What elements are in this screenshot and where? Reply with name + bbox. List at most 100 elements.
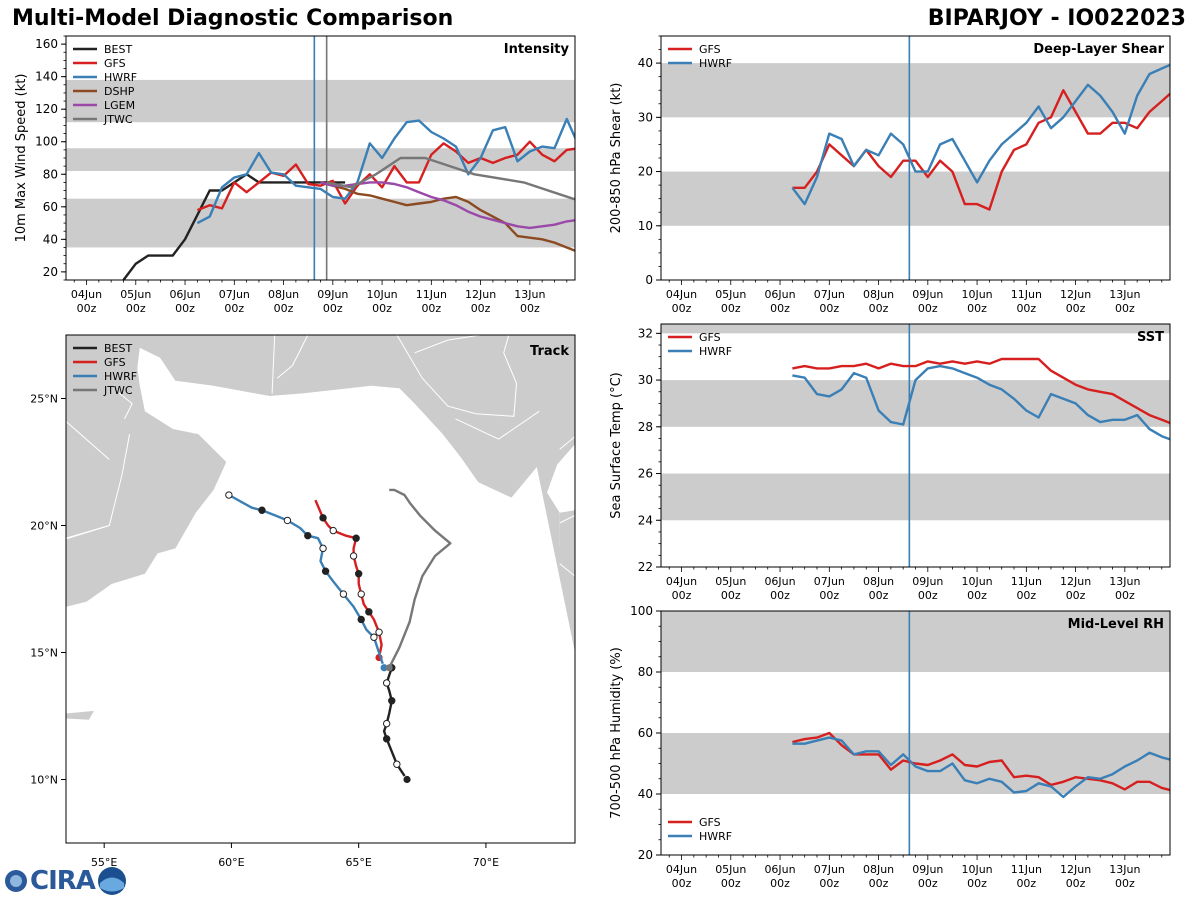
y-axis-label: 700-500 hPa Humidity (%) — [609, 647, 624, 819]
series-line-lgem — [320, 181, 575, 230]
series-line-hwrf — [791, 63, 1170, 206]
track-point-gfs — [349, 552, 358, 560]
series-group — [792, 731, 1170, 799]
figure-title: Multi-Model Diagnostic Comparison — [12, 6, 454, 31]
panel-label: Mid-Level RH — [1068, 617, 1164, 632]
track-point-best — [393, 760, 401, 768]
x-tick-label-date: 09Jun — [912, 863, 943, 876]
y-axis-label: 200-850 hPa Shear (kt) — [609, 83, 624, 234]
series-group — [792, 357, 1170, 441]
x-tick-label-time: 00z — [520, 302, 540, 315]
country-border — [276, 335, 309, 379]
x-tick-label-time: 00z — [869, 877, 889, 890]
x-tick-label-date: 12Jun — [1060, 288, 1091, 301]
x-tick-label-time: 00z — [672, 302, 692, 315]
track-point-hwrf — [304, 531, 312, 540]
track-point-hwrf — [339, 590, 348, 598]
y-tick-label: 60 — [43, 200, 58, 214]
x-tick-label-date: 05Jun — [120, 288, 151, 301]
x-tick-label-time: 00z — [967, 877, 987, 890]
x-tick-label-date: 09Jun — [317, 288, 348, 301]
lat-tick-label: 10°N — [30, 774, 58, 787]
x-tick-label-time: 00z — [1016, 589, 1036, 602]
lat-tick-label: 25°N — [30, 393, 58, 406]
x-tick-label-time: 00z — [721, 589, 741, 602]
country-border — [455, 410, 540, 440]
y-tick-label: 26 — [638, 467, 653, 481]
track-point-best — [382, 719, 391, 728]
cira-logo: CIRA — [4, 866, 127, 896]
series-line-jtwc — [326, 156, 575, 201]
series-line-hwrf — [792, 364, 1170, 441]
y-tick-label: 100 — [630, 604, 653, 618]
track-point-hwrf — [283, 516, 292, 525]
y-tick-label: 100 — [35, 135, 58, 149]
country-border — [559, 563, 575, 577]
x-tick-label-date: 10Jun — [961, 288, 992, 301]
x-tick-label-time: 00z — [1115, 302, 1135, 315]
land-mass — [66, 335, 575, 653]
y-axis-label: 10m Max Wind Speed (kt) — [14, 74, 29, 243]
x-tick-label-date: 11Jun — [416, 288, 447, 301]
x-tick-label-time: 00z — [1115, 877, 1135, 890]
x-tick-label-time: 00z — [672, 589, 692, 602]
x-tick-label-time: 00z — [721, 302, 741, 315]
x-tick-label-time: 00z — [224, 302, 244, 315]
x-tick-label-date: 06Jun — [764, 863, 795, 876]
x-tick-label-time: 00z — [869, 302, 889, 315]
x-tick-label-time: 00z — [770, 877, 790, 890]
track-point-gfs — [352, 534, 360, 542]
x-tick-label-date: 05Jun — [715, 863, 746, 876]
y-tick-label: 120 — [35, 102, 58, 116]
legend-label-gfs: GFS — [699, 331, 721, 344]
shaded-band — [66, 79, 575, 123]
y-tick-label: 80 — [43, 167, 58, 181]
legend-label-lgem: LGEM — [104, 99, 135, 112]
x-tick-label-time: 00z — [421, 302, 441, 315]
track-point-hwrf — [321, 567, 330, 575]
track-point-gfs — [319, 514, 327, 522]
basemap — [66, 335, 575, 784]
track-line-jtwc — [388, 488, 452, 669]
legend-label-gfs: GFS — [699, 816, 721, 829]
panel-label: Intensity — [504, 42, 570, 57]
country-border — [396, 335, 518, 417]
y-tick-label: 30 — [638, 110, 653, 124]
x-tick-label-time: 00z — [770, 589, 790, 602]
track-point-gfs — [375, 628, 383, 636]
country-border — [414, 335, 481, 354]
x-tick-label-date: 04Jun — [666, 575, 697, 588]
panel-rh: 2040608010004Jun00z05Jun00z06Jun00z07Jun… — [609, 604, 1171, 890]
x-tick-label-time: 00z — [372, 302, 392, 315]
legend-label-gfs: GFS — [104, 57, 126, 70]
cira-logo-text: CIRA — [30, 866, 96, 896]
x-tick-label-time: 00z — [819, 877, 839, 890]
x-tick-label-date: 06Jun — [764, 575, 795, 588]
legend-label-gfs: GFS — [104, 356, 126, 369]
x-tick-label-date: 05Jun — [715, 288, 746, 301]
legend-label-hwrf: HWRF — [699, 345, 732, 358]
lon-tick-label: 60°E — [218, 856, 244, 869]
lon-tick-label: 70°E — [473, 856, 499, 869]
track-point-hwrf — [319, 544, 327, 553]
x-tick-label-time: 00z — [1066, 302, 1086, 315]
x-tick-label-time: 00z — [77, 302, 97, 315]
x-tick-label-date: 04Jun — [71, 288, 102, 301]
series-group — [791, 63, 1170, 211]
shaded-band — [661, 611, 1170, 672]
x-tick-label-time: 00z — [126, 302, 146, 315]
x-tick-label-time: 00z — [967, 589, 987, 602]
lon-tick-label: 65°E — [345, 856, 371, 869]
series-line-hwrf — [196, 117, 575, 225]
land-mass — [559, 510, 575, 617]
x-tick-label-date: 13Jun — [1109, 863, 1140, 876]
panel-sst: 22242628303204Jun00z05Jun00z06Jun00z07Ju… — [609, 323, 1171, 602]
country-border — [66, 525, 110, 540]
map-frame — [65, 334, 576, 844]
legend-label-jtwc: JTWC — [103, 384, 133, 397]
x-tick-label-date: 12Jun — [1060, 863, 1091, 876]
